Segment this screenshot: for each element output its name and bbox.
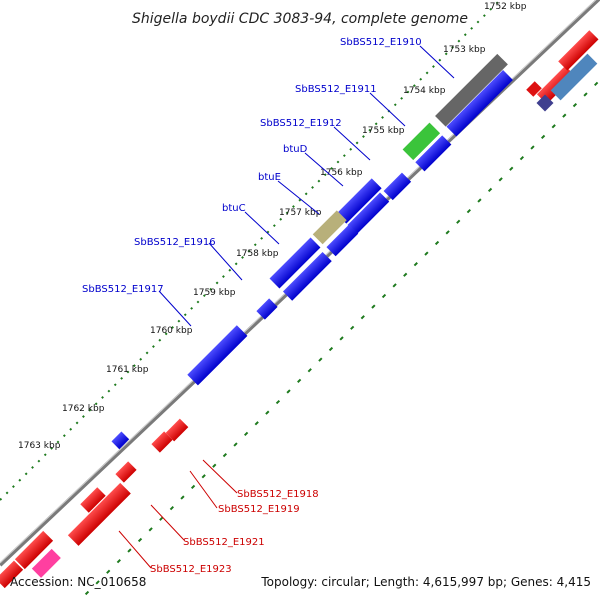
gene-arrow[interactable] [282, 251, 332, 301]
gene-arrow[interactable] [80, 487, 106, 513]
tick-label: 1752 kbp [484, 2, 527, 12]
gene-label[interactable]: btuC [222, 203, 246, 214]
tick-label: 1755 kbp [362, 126, 405, 136]
gene-arrow[interactable] [256, 298, 278, 320]
gene-arrow[interactable] [326, 224, 359, 257]
gene-arrow[interactable] [111, 431, 130, 450]
gene-arrow[interactable] [536, 65, 576, 105]
gene-SbBS512-E1916[interactable] [269, 237, 321, 289]
tick-label: 1753 kbp [443, 45, 486, 55]
gene-SbBS512-E1923[interactable] [67, 482, 131, 546]
gene-label[interactable]: SbBS512_E1921 [183, 537, 265, 548]
tick-label: 1763 kbp [18, 441, 61, 451]
gene-label[interactable]: SbBS512_E1911 [295, 84, 377, 95]
genome-summary-text: Topology: circular; Length: 4,615,997 bp… [260, 575, 591, 589]
tick-label: 1754 kbp [403, 86, 446, 96]
gene-arrow[interactable] [550, 53, 598, 101]
tick-label: 1756 kbp [320, 168, 363, 178]
tick-label: 1761 kbp [106, 365, 149, 375]
gene-SbBS512-E1918[interactable] [165, 418, 189, 442]
gene-arrow[interactable] [347, 192, 390, 235]
gene-arrow[interactable] [31, 548, 61, 578]
gene-label[interactable]: SbBS512_E1918 [237, 489, 319, 500]
gene-label[interactable]: btuE [258, 172, 281, 183]
gene-arrow[interactable] [536, 94, 554, 112]
gene-labels: SbBS512_E1910 SbBS512_E1911 SbBS512_E191… [82, 37, 422, 575]
tick-label: 1759 kbp [193, 288, 236, 298]
kbp-tick-labels: 1752 kbp 1753 kbp 1754 kbp 1755 kbp 1756… [18, 2, 527, 451]
gene-SbBS512-E1910[interactable] [435, 53, 508, 127]
gene-label[interactable]: SbBS512_E1923 [150, 564, 232, 575]
gene-btuC[interactable] [312, 210, 347, 245]
gene-arrow[interactable] [526, 81, 542, 97]
map-title: Shigella boydii CDC 3083-94, complete ge… [132, 11, 468, 27]
gene-SbBS512-E1911[interactable] [446, 70, 513, 137]
inner-tick-ring [78, 78, 600, 600]
gene-SbBS512-E1912[interactable] [402, 122, 441, 161]
gene-btuE[interactable] [336, 178, 382, 224]
gene-arrow[interactable] [415, 135, 452, 172]
tick-label: 1762 kbp [62, 404, 105, 414]
gene-arrow[interactable] [14, 530, 54, 570]
red-leader-lines [118, 459, 238, 569]
tick-label: 1758 kbp [236, 249, 279, 259]
gene-SbBS512-E1917[interactable] [187, 325, 248, 386]
gene-arrow[interactable] [0, 560, 24, 589]
tick-label: 1760 kbp [150, 326, 193, 336]
gene-label[interactable]: SbBS512_E1912 [260, 118, 342, 129]
gene-label[interactable]: SbBS512_E1916 [134, 237, 216, 248]
gene-arrow[interactable] [558, 30, 599, 71]
gene-label[interactable]: SbBS512_E1910 [340, 37, 422, 48]
tick-label: 1757 kbp [279, 208, 322, 218]
gene-features [0, 30, 599, 589]
outer-tick-ring [0, 0, 502, 501]
gene-label[interactable]: SbBS512_E1919 [218, 504, 300, 515]
blue-leader-lines [158, 45, 455, 327]
gene-label[interactable]: SbBS512_E1917 [82, 284, 164, 295]
accession-text: Accession: NC_010658 [10, 575, 146, 589]
gene-label[interactable]: btuD [283, 144, 308, 155]
gene-btuD[interactable] [383, 172, 412, 201]
gene-SbBS512-E1921[interactable] [115, 461, 137, 483]
gene-SbBS512-E1919[interactable] [151, 431, 173, 453]
